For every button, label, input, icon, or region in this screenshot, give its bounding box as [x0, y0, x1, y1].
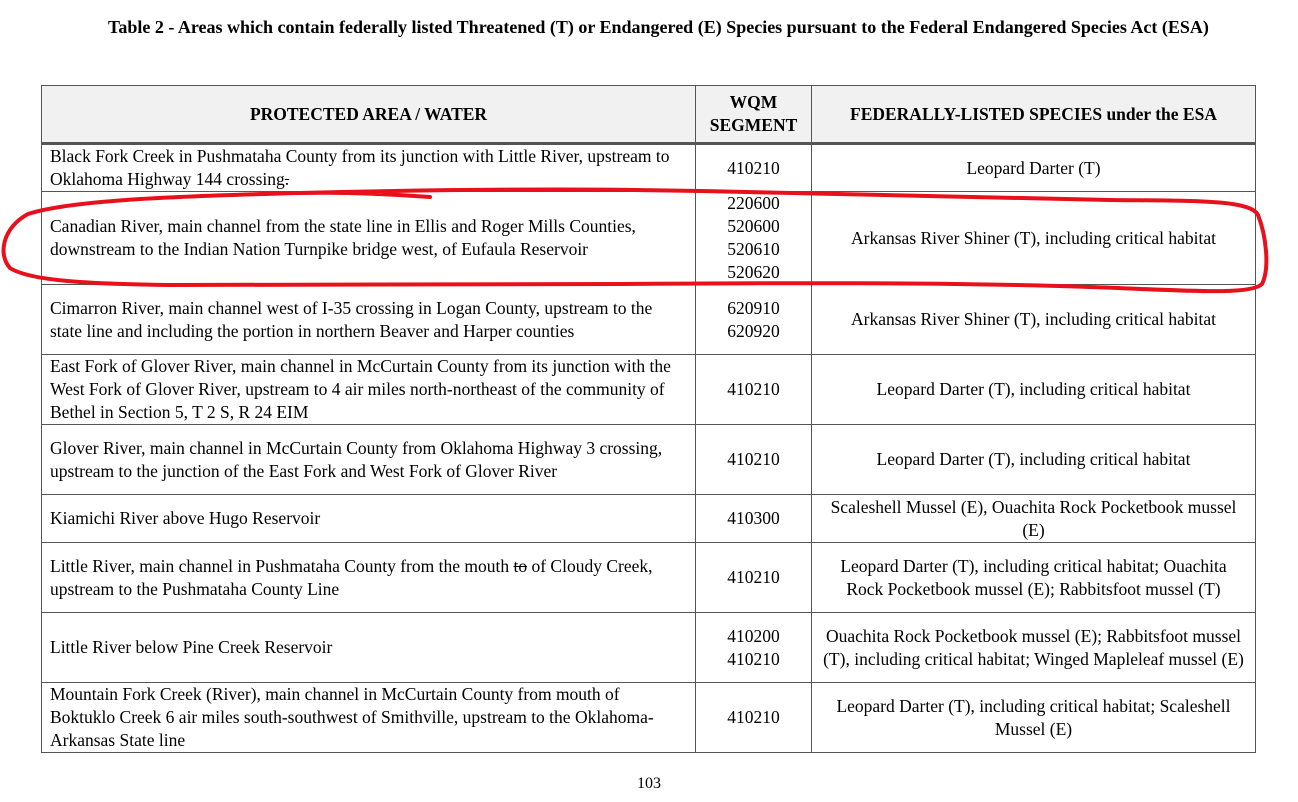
- segment-value: 220600: [727, 193, 780, 213]
- species-cell: Leopard Darter (T), including critical h…: [811, 424, 1256, 495]
- segment-cell: 410210: [695, 354, 812, 425]
- table-row: East Fork of Glover River, main channel …: [41, 354, 1256, 425]
- page-number: 103: [637, 775, 661, 792]
- segment-value: 520610: [727, 239, 780, 259]
- segment-value: 520600: [727, 216, 780, 236]
- area-cell: Canadian River, main channel from the st…: [41, 191, 696, 285]
- area-cell: Little River, main channel in Pushmataha…: [41, 542, 696, 613]
- segment-cell: 620910 620920: [695, 284, 812, 355]
- header-species: FEDERALLY-LISTED SPECIES under the ESA: [811, 85, 1256, 144]
- table-title: Table 2 - Areas which contain federally …: [108, 17, 1209, 37]
- table-row: Kiamichi River above Hugo Reservoir 4103…: [41, 494, 1256, 543]
- header-wqm-segment: WQM SEGMENT: [695, 85, 812, 144]
- struck-text: to: [513, 555, 528, 576]
- segment-value: 410210: [727, 707, 780, 727]
- segment-value: 410200: [727, 625, 780, 646]
- area-cell: Black Fork Creek in Pushmataha County fr…: [41, 143, 696, 192]
- header-segment-line1: WQM: [729, 92, 778, 112]
- segment-value: 410300: [727, 508, 780, 528]
- table-row: Black Fork Creek in Pushmataha County fr…: [41, 143, 1256, 192]
- segment-cell: 410210: [695, 682, 812, 753]
- table-row: Canadian River, main channel from the st…: [41, 191, 1256, 285]
- segment-value: 410210: [727, 379, 780, 399]
- segment-cell: 410300: [695, 494, 812, 543]
- table-row: Little River, main channel in Pushmataha…: [41, 542, 1256, 613]
- segment-value: 520620: [727, 262, 780, 282]
- area-cell: Cimarron River, main channel west of I-3…: [41, 284, 696, 355]
- species-cell: Ouachita Rock Pocketbook mussel (E); Rab…: [811, 612, 1256, 683]
- struck-text: .: [284, 169, 290, 189]
- header-row: PROTECTED AREA / WATER WQM SEGMENT FEDER…: [41, 85, 1256, 144]
- segment-value: 410210: [727, 648, 780, 669]
- segment-value: 410210: [727, 449, 780, 469]
- segment-cell: 410210: [695, 143, 812, 192]
- header-protected-area: PROTECTED AREA / WATER: [41, 85, 696, 144]
- area-cell: Kiamichi River above Hugo Reservoir: [41, 494, 696, 543]
- segment-value: 620910: [727, 297, 780, 318]
- species-cell: Arkansas River Shiner (T), including cri…: [811, 191, 1256, 285]
- species-cell: Arkansas River Shiner (T), including cri…: [811, 284, 1256, 355]
- header-segment-line2: SEGMENT: [709, 115, 798, 135]
- species-cell: Leopard Darter (T), including critical h…: [811, 682, 1256, 753]
- table-row: Mountain Fork Creek (River), main channe…: [41, 682, 1256, 753]
- table-row: Glover River, main channel in McCurtain …: [41, 424, 1256, 495]
- segment-cell: 410210: [695, 542, 812, 613]
- species-cell: Leopard Darter (T): [811, 143, 1256, 192]
- table-row: Cimarron River, main channel west of I-3…: [41, 284, 1256, 355]
- area-text: of Cloudy Creek, upstream to the Pushmat…: [50, 555, 653, 599]
- species-cell: Scaleshell Mussel (E), Ouachita Rock Poc…: [811, 494, 1256, 543]
- segment-cell: 220600 520600 520610 520620: [695, 191, 812, 285]
- area-cell: Mountain Fork Creek (River), main channe…: [41, 682, 696, 753]
- area-text: Little River, main channel in Pushmataha…: [50, 555, 514, 576]
- species-cell: Leopard Darter (T), including critical h…: [811, 542, 1256, 613]
- table-row: Little River below Pine Creek Reservoir …: [41, 612, 1256, 683]
- segment-value: 410210: [727, 157, 780, 178]
- species-cell: Leopard Darter (T), including critical h…: [811, 354, 1256, 425]
- area-cell: Little River below Pine Creek Reservoir: [41, 612, 696, 683]
- segment-value: 410210: [727, 567, 780, 587]
- area-text: Black Fork Creek in Pushmataha County fr…: [50, 146, 670, 189]
- segment-cell: 410200 410210: [695, 612, 812, 683]
- segment-value: 620920: [727, 320, 780, 341]
- area-cell: Glover River, main channel in McCurtain …: [41, 424, 696, 495]
- area-cell: East Fork of Glover River, main channel …: [41, 354, 696, 425]
- segment-cell: 410210: [695, 424, 812, 495]
- species-table: PROTECTED AREA / WATER WQM SEGMENT FEDER…: [41, 85, 1256, 753]
